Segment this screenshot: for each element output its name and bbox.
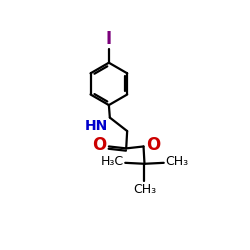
Text: CH₃: CH₃ [165,155,188,168]
Text: I: I [106,30,112,48]
Text: HN: HN [85,118,108,132]
Text: O: O [146,136,161,154]
Text: CH₃: CH₃ [133,183,156,196]
Text: H₃C: H₃C [100,155,124,168]
Text: O: O [92,136,106,154]
